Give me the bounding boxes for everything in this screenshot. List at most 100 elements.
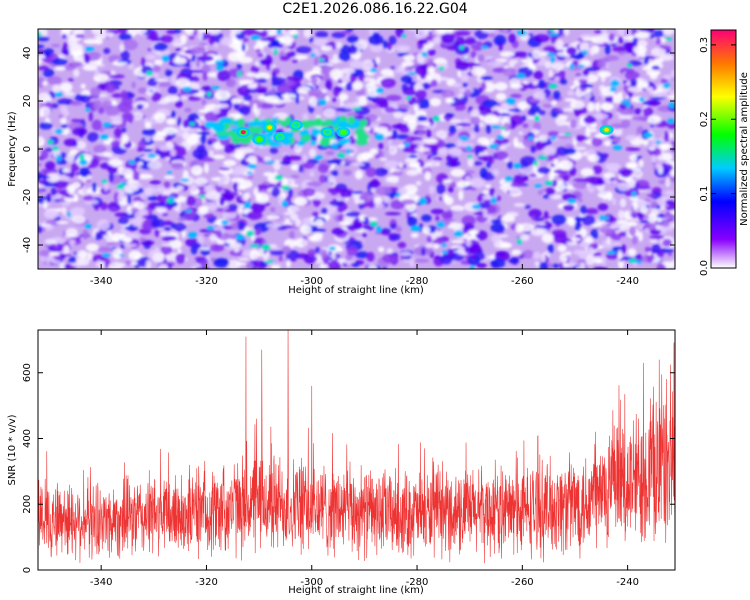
heatmap-cell	[353, 120, 360, 128]
heatmap-cell	[359, 192, 374, 202]
heatmap-cell	[665, 49, 671, 54]
heatmap-cell	[487, 205, 497, 214]
heatmap-cell	[524, 205, 531, 209]
heatmap-cell	[448, 147, 462, 157]
heatmap-cell	[103, 181, 109, 192]
heatmap-cell	[629, 196, 639, 201]
heatmap-cell	[270, 250, 285, 256]
heatmap-cell	[584, 236, 594, 244]
heatmap-cell	[401, 83, 408, 92]
heatmap-cell	[617, 250, 622, 260]
heatmap-cell	[372, 97, 388, 104]
heatmap-cell	[121, 181, 127, 187]
colorbar-gradient	[711, 30, 736, 268]
heatmap-cell	[88, 111, 94, 122]
heatmap-cell	[216, 54, 223, 62]
heatmap-cell	[290, 164, 300, 171]
heatmap-cell	[374, 126, 389, 133]
heatmap-cell	[340, 68, 356, 74]
heatmap-cell	[68, 256, 77, 263]
heatmap-cell	[545, 180, 554, 186]
heatmap-cell	[79, 159, 88, 166]
heatmap-cell	[657, 91, 668, 98]
heatmap-cell	[591, 137, 603, 147]
heatmap-cell	[558, 160, 573, 171]
heatmap-cell	[152, 252, 162, 263]
heatmap-cell	[609, 86, 617, 92]
heatmap-texture	[38, 29, 675, 269]
heatmap-cell	[337, 120, 350, 130]
heatmap-cell	[38, 65, 49, 71]
heatmap-cell	[522, 249, 534, 259]
heatmap-cell	[528, 108, 537, 117]
heatmap-cell	[572, 181, 588, 189]
heatmap-cell	[209, 150, 214, 158]
heatmap-cell	[196, 131, 211, 135]
heatmap-cell	[456, 180, 470, 188]
heatmap-cell	[400, 199, 416, 205]
heatmap-cell	[594, 260, 603, 264]
heatmap-cell	[101, 179, 108, 184]
heatmap-cell	[631, 190, 637, 198]
heatmap-cell	[665, 213, 674, 221]
heatmap-cell	[398, 162, 404, 169]
heatmap-cell	[648, 146, 656, 151]
heatmap-cell	[361, 152, 372, 160]
y-tick-label: 40	[22, 47, 33, 60]
heatmap-cell	[71, 62, 83, 67]
heatmap-cell	[427, 58, 435, 69]
heatmap-cell	[229, 242, 243, 249]
heatmap-cell	[315, 246, 321, 254]
heatmap-cell	[638, 97, 645, 102]
heatmap-cell	[225, 130, 240, 137]
heatmap-cell	[597, 203, 609, 211]
heatmap-cell	[153, 42, 168, 52]
heatmap-cell	[399, 143, 405, 150]
heatmap-cell	[130, 207, 139, 213]
heatmap-cell	[455, 61, 470, 71]
heatmap-cell	[415, 89, 427, 100]
heatmap-cell	[554, 76, 560, 82]
heatmap-cell	[114, 212, 128, 217]
heatmap-cell	[382, 194, 390, 204]
heatmap-cell	[533, 81, 538, 86]
heatmap-cell	[105, 241, 121, 246]
heatmap-cell	[478, 202, 491, 209]
heatmap-cell	[570, 119, 577, 129]
heatmap-cell	[327, 175, 335, 183]
snr-plot: -340 -320 -300 -280 -260 -240 0 200 400 600 Heig…	[7, 329, 676, 596]
heatmap-cell	[245, 261, 255, 269]
heatmap-cell	[648, 99, 661, 106]
heatmap-cell	[255, 29, 269, 38]
heatmap-cell	[110, 140, 121, 148]
heatmap-cell	[419, 70, 427, 80]
heatmap-cell	[429, 185, 435, 194]
heatmap-cell	[39, 122, 53, 130]
heatmap-cell	[599, 227, 614, 235]
heatmap-cell	[604, 44, 611, 55]
x-tick-label: -280	[406, 577, 429, 588]
heatmap-cell	[477, 137, 490, 145]
heatmap-cell	[222, 225, 235, 230]
heatmap-cell	[51, 260, 62, 264]
heatmap-cell	[543, 146, 556, 157]
heatmap-cell	[534, 34, 550, 43]
heatmap-cell	[351, 162, 365, 167]
heatmap-cell	[519, 106, 525, 111]
heatmap-cell	[328, 260, 341, 269]
y-tick-label: -40	[22, 237, 33, 253]
heatmap-cell	[553, 108, 565, 113]
heatmap-cell	[257, 89, 268, 94]
heatmap-cell	[173, 57, 187, 65]
heatmap-cell	[626, 81, 631, 86]
heatmap-cell	[255, 192, 270, 204]
heatmap-cell	[328, 187, 342, 194]
heatmap-cell	[128, 160, 136, 165]
heatmap-cell	[229, 249, 245, 256]
heatmap-cell	[355, 251, 369, 259]
heatmap-cell	[495, 92, 507, 101]
heatmap-cell	[294, 218, 302, 228]
heatmap-cell	[436, 183, 446, 195]
heatmap-cell	[247, 120, 260, 127]
heatmap-cell	[470, 109, 480, 117]
